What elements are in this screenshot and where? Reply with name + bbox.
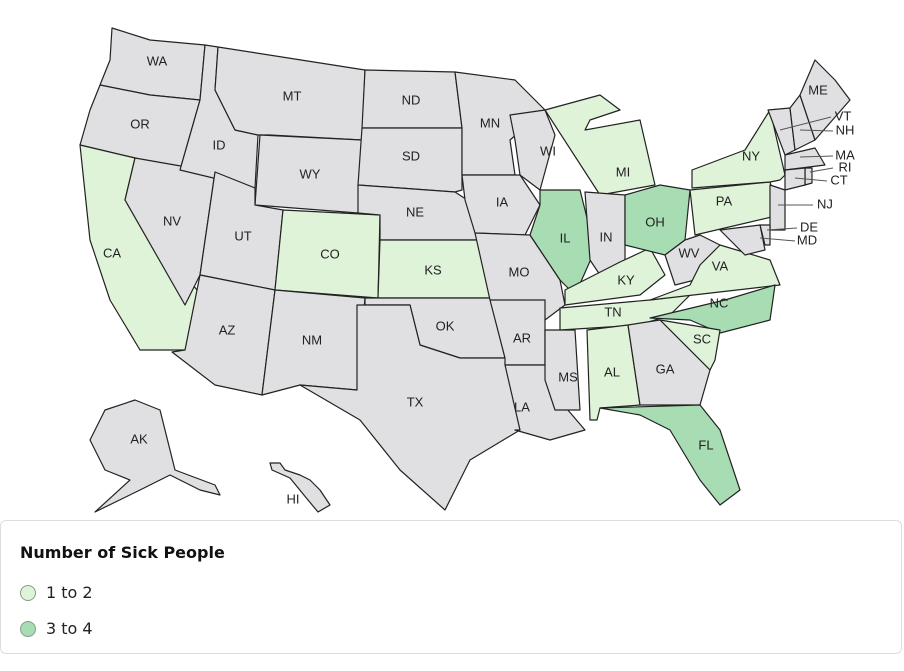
legend-swatch <box>20 620 36 637</box>
state-ma[interactable] <box>784 147 826 171</box>
state-label: OK <box>436 318 455 333</box>
state-ny[interactable] <box>691 109 786 189</box>
state-nj[interactable] <box>769 184 786 231</box>
state-label: RI <box>839 159 852 174</box>
state-md[interactable] <box>719 224 766 256</box>
state-label: IN <box>600 229 613 244</box>
leader-line <box>766 227 798 231</box>
state-nc[interactable] <box>649 284 776 334</box>
leader-line <box>794 177 828 182</box>
state-label: VT <box>835 108 852 123</box>
state-label: IA <box>496 194 509 209</box>
state-label: MT <box>283 88 302 103</box>
state-ak[interactable] <box>89 399 221 513</box>
us-map: WA OR CA NV ID MT WY UT CO AZ NM ND SD NE KS OK TX MN IA MO… <box>79 27 855 513</box>
legend-item-3-to-4[interactable]: 3 to 4 <box>20 619 93 638</box>
state-label: AZ <box>219 322 236 337</box>
state-sd[interactable] <box>357 127 463 193</box>
legend-label: 1 to 2 <box>46 583 93 602</box>
state-label: MD <box>797 232 817 247</box>
state-tx[interactable] <box>299 304 521 511</box>
state-label: KS <box>424 262 442 277</box>
state-label: WY <box>300 166 321 181</box>
state-label: CT <box>830 172 847 187</box>
state-label: TN <box>604 304 621 319</box>
state-label: NJ <box>817 196 833 211</box>
state-hi[interactable] <box>269 462 331 513</box>
state-label: WV <box>679 245 700 260</box>
state-va[interactable] <box>649 244 781 301</box>
state-label: HI <box>287 491 300 506</box>
state-label: KY <box>617 272 635 287</box>
state-label: SD <box>402 148 420 163</box>
state-label: ND <box>402 92 421 107</box>
state-label: NH <box>836 122 855 137</box>
state-label: GA <box>656 361 675 376</box>
state-label: AR <box>513 330 531 345</box>
state-me[interactable] <box>799 59 851 141</box>
state-mn[interactable] <box>454 71 546 176</box>
state-label: WA <box>147 53 168 68</box>
leader-line <box>809 167 834 173</box>
state-label: DE <box>800 219 818 234</box>
state-label: NM <box>302 332 322 347</box>
legend-item-1-to-2[interactable]: 1 to 2 <box>20 583 93 602</box>
state-label: NV <box>163 213 181 228</box>
state-il[interactable] <box>529 189 596 296</box>
legend-title: Number of Sick People <box>20 543 225 562</box>
leader-line <box>799 155 834 158</box>
leader-line <box>799 129 834 132</box>
state-mi[interactable] <box>544 94 656 196</box>
state-label: MS <box>558 369 578 384</box>
state-ga[interactable] <box>627 319 711 406</box>
state-label: NE <box>406 204 424 219</box>
state-label: WI <box>540 143 556 158</box>
state-label: SC <box>693 331 711 346</box>
state-label: AK <box>130 431 148 446</box>
leader-line <box>759 237 796 242</box>
legend-label: 3 to 4 <box>46 619 93 638</box>
leader-line <box>779 116 832 131</box>
state-label: MO <box>509 264 530 279</box>
state-label: MI <box>616 164 630 179</box>
state-label: ID <box>213 137 226 152</box>
state-label: OR <box>130 116 150 131</box>
state-label: MA <box>835 147 855 162</box>
state-label: AL <box>604 364 620 379</box>
state-label: NC <box>710 295 729 310</box>
state-label: NY <box>742 148 760 163</box>
state-label: CA <box>103 245 121 260</box>
state-label: TX <box>407 394 424 409</box>
state-label: MN <box>480 115 500 130</box>
state-label: FL <box>698 437 713 452</box>
state-label: UT <box>234 228 251 243</box>
state-ms[interactable] <box>544 329 581 411</box>
legend: Number of Sick People 1 to 2 3 to 4 <box>0 520 902 654</box>
state-label: VA <box>712 258 729 273</box>
state-ct[interactable] <box>784 167 806 191</box>
legend-swatch <box>20 584 36 601</box>
state-label: CO <box>320 246 340 261</box>
state-fl[interactable] <box>599 404 741 506</box>
state-label: ME <box>808 82 828 97</box>
state-label: IL <box>560 230 571 245</box>
state-ri[interactable] <box>804 167 813 186</box>
state-label: OH <box>645 214 665 229</box>
state-label: LA <box>514 399 530 414</box>
state-ky[interactable] <box>564 247 666 306</box>
state-label: PA <box>716 193 733 208</box>
